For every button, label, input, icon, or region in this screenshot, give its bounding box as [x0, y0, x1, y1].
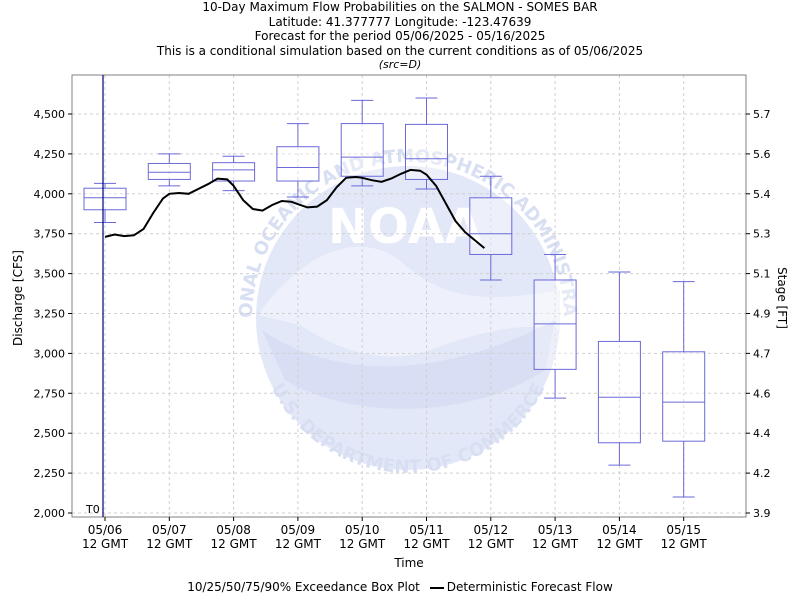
x-tick-time-label: 12 GMT: [146, 537, 193, 551]
y-tick-label: 3,500: [34, 268, 66, 281]
y2-tick-label: 5.3: [753, 228, 771, 241]
noaa-logo-text: NOAA: [328, 199, 482, 255]
x-tick-date-label: 05/07: [152, 523, 187, 537]
chart-conditions-note: This is a conditional simulation based o…: [156, 43, 644, 58]
y2-axis-title: Stage [FT]: [775, 267, 789, 329]
box-iqr: [469, 197, 513, 255]
y-axis-left: 2,000 2,250 2,500 2,750 3,000 3,250 3,500 3,750…: [34, 108, 72, 520]
box-plot-05-08: [212, 155, 256, 192]
y-tick-label: 2,250: [34, 467, 66, 480]
y2-tick-label: 5.7: [753, 108, 771, 121]
box-iqr: [340, 123, 384, 177]
chart-location: Latitude: 41.377777 Longitude: -123.4763…: [268, 14, 532, 29]
y-tick-label: 2,500: [34, 427, 66, 440]
y-tick-label: 3,000: [34, 347, 66, 360]
box-iqr: [212, 162, 256, 182]
x-tick-time-label: 12 GMT: [661, 537, 708, 551]
y2-tick-label: 5.1: [753, 268, 771, 281]
x-tick-date-label: 05/08: [216, 523, 251, 537]
x-tick-date-label: 05/12: [474, 523, 509, 537]
x-tick-time-label: 12 GMT: [403, 537, 450, 551]
box-plot-05-09: [276, 123, 320, 198]
x-tick-time-label: 12 GMT: [596, 537, 643, 551]
box-plot-05-14: [597, 271, 641, 466]
plot-frame: [71, 74, 747, 518]
box-iqr: [662, 351, 706, 442]
x-axis-title: Time: [393, 556, 423, 570]
y2-tick-label: 4.6: [753, 387, 771, 400]
y-tick-label: 4,000: [34, 188, 66, 201]
t0-label: T0: [85, 503, 100, 516]
x-tick-time-label: 12 GMT: [275, 537, 322, 551]
y-tick-label: 4,250: [34, 148, 66, 161]
box-plot-05-13: [533, 253, 577, 399]
box-plot-05-10: [340, 99, 384, 187]
box-iqr: [83, 187, 127, 211]
y-axis-right: 3.9 4.2 4.4 4.6 4.7 4.9 5.1 5.3 5.4 5.6 5.7: [746, 108, 771, 520]
box-plot-05-07: [147, 153, 191, 187]
x-tick-time-label: 12 GMT: [532, 537, 579, 551]
chart-title: 10-Day Maximum Flow Probabilities on the…: [202, 0, 598, 14]
y-tick-label: 3,750: [34, 228, 66, 241]
x-tick-date-label: 05/13: [538, 523, 573, 537]
y2-tick-label: 4.7: [753, 347, 771, 360]
x-tick-date-label: 05/14: [602, 523, 637, 537]
x-tick-date-label: 05/10: [345, 523, 380, 537]
box-iqr: [147, 162, 191, 180]
legend-line-swatch: [429, 586, 444, 589]
deterministic-forecast-line: [104, 168, 486, 249]
legend-line-label: Deterministic Forecast Flow: [446, 580, 613, 594]
y-tick-label: 2,000: [34, 507, 66, 520]
box-plot-05-12: [469, 175, 513, 281]
legend-box-label: 10/25/50/75/90% Exceedance Box Plot: [187, 580, 420, 594]
y-tick-label: 3,250: [34, 308, 66, 321]
x-tick-time-label: 12 GMT: [211, 537, 258, 551]
y2-tick-label: 5.6: [753, 148, 771, 161]
y2-tick-label: 4.9: [753, 308, 771, 321]
y-tick-label: 4,500: [34, 108, 66, 121]
box-plot-05-06: [83, 182, 127, 224]
y2-tick-label: 3.9: [753, 507, 771, 520]
box-iqr: [597, 340, 641, 444]
box-plot-05-15: [662, 281, 706, 498]
chart-period: Forecast for the period 05/06/2025 - 05/…: [254, 29, 546, 43]
exceedance-box-plots: [83, 97, 706, 498]
x-tick-date-label: 05/11: [409, 523, 444, 537]
x-tick-date-label: 05/15: [666, 523, 701, 537]
x-tick-date-label: 05/06: [88, 523, 123, 537]
y2-tick-label: 5.4: [753, 188, 771, 201]
chart-legend: 10/25/50/75/90% Exceedance Box Plot Dete…: [0, 580, 800, 594]
x-tick-time-label: 12 GMT: [468, 537, 515, 551]
x-tick-date-label: 05/09: [281, 523, 316, 537]
y-tick-label: 2,750: [34, 387, 66, 400]
x-tick-time-label: 12 GMT: [339, 537, 386, 551]
chart-source-note: (src=D): [378, 58, 422, 71]
y-axis-title: Discharge [CFS]: [11, 250, 25, 346]
y2-tick-label: 4.4: [753, 427, 771, 440]
y2-tick-label: 4.2: [753, 467, 771, 480]
x-tick-time-label: 12 GMT: [82, 537, 129, 551]
box-iqr: [405, 123, 448, 180]
box-iqr: [533, 279, 577, 370]
chart-title-block: 10-Day Maximum Flow Probabilities on the…: [0, 0, 800, 73]
box-iqr: [276, 146, 320, 182]
